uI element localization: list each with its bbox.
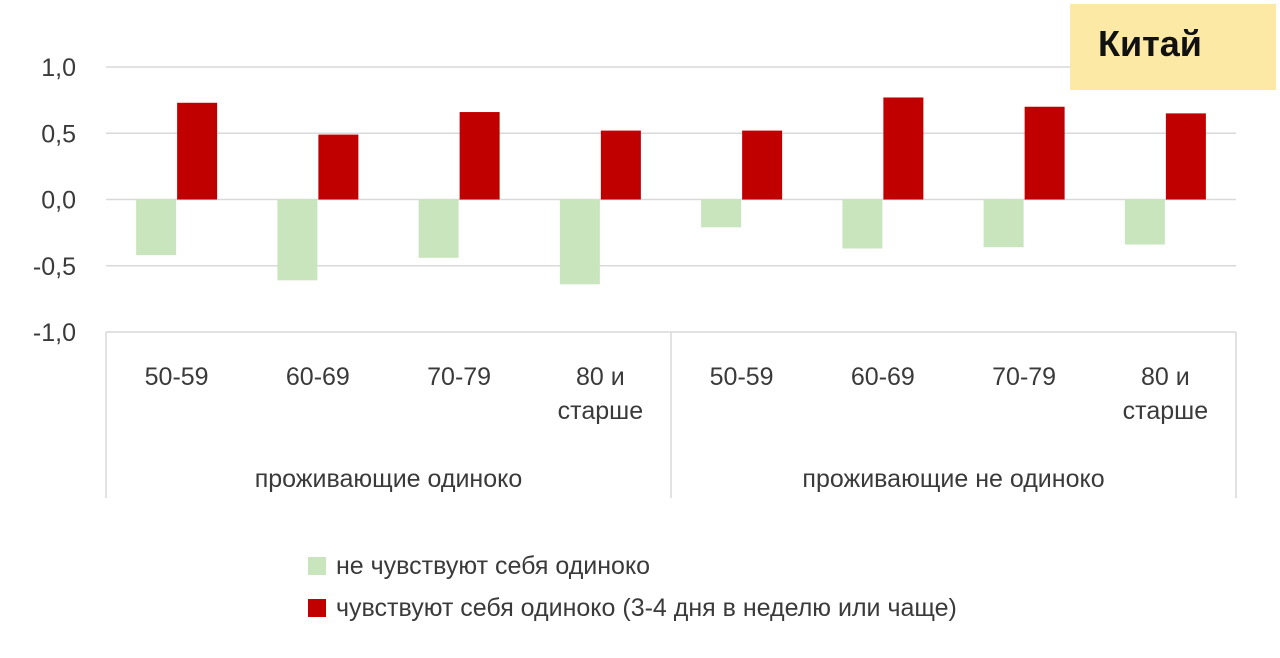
y-tick-label: -0,5 [33,253,76,281]
category-label-line: 50-59 [145,363,209,391]
category-label: 80 и старше [1123,363,1208,425]
bar-lonely [742,130,783,200]
country-title-box: Китай [1070,4,1276,90]
category-label: 70-79 [992,363,1056,391]
group-label: проживающие одиноко [255,465,523,493]
category-label: 60-69 [851,363,915,391]
category-label-line: 50-59 [710,363,774,391]
bar-not-lonely [136,199,177,256]
legend-label-lonely: чувствуют себя одиноко (3-4 дня в неделю… [336,593,957,622]
legend-label-not-lonely: не чувствуют себя одиноко [336,551,651,580]
bar-lonely [177,102,218,200]
y-tick-label: 0,0 [41,187,76,215]
bar-not-lonely [983,199,1024,248]
category-label: 50-59 [145,363,209,391]
category-label: 80 и старше [558,363,643,425]
bar-lonely [1165,113,1206,200]
bar-lonely [318,134,359,200]
bar-not-lonely [701,199,742,228]
legend-item-lonely: чувствуют себя одиноко (3-4 дня в неделю… [308,587,957,629]
legend-item-not-lonely: не чувствуют себя одиноко [308,545,957,587]
legend: не чувствуют себя одиноко чувствуют себя… [308,545,957,629]
category-label-line: 80 и [576,363,625,391]
category-label-line: 60-69 [851,363,915,391]
y-tick-label: -1,0 [33,319,76,347]
category-label-line: 70-79 [427,363,491,391]
bar-not-lonely [1124,199,1165,245]
group-label: проживающие не одиноко [802,465,1104,493]
bar-lonely [1024,106,1065,200]
category-label: 60-69 [286,363,350,391]
y-tick-label: 0,5 [41,120,76,148]
bars [136,97,1206,285]
category-label-line: 60-69 [286,363,350,391]
gridlines [106,66,1236,333]
category-label-line: 80 и [1141,363,1190,391]
bar-lonely [459,112,500,200]
bar-not-lonely [418,199,459,258]
category-label-line: старше [558,397,643,425]
category-label: 70-79 [427,363,491,391]
country-title: Китай [1098,23,1202,64]
bar-not-lonely [277,199,318,281]
bar-not-lonely [559,199,600,285]
category-label-line: 70-79 [992,363,1056,391]
legend-swatch-green [308,557,326,575]
y-tick-label: 1,0 [41,54,76,82]
y-axis-ticks: 1,0 0,5 0,0 -0,5 -1,0 [33,54,76,347]
bar-lonely [600,130,641,200]
legend-swatch-red [308,599,326,617]
category-label: 50-59 [710,363,774,391]
category-label-line: старше [1123,397,1208,425]
category-axis [105,332,1237,498]
bar-lonely [883,97,924,200]
bar-not-lonely [842,199,883,249]
category-labels: 50-59 60-69 70-79 80 и старше проживающие оди… [145,363,1208,493]
